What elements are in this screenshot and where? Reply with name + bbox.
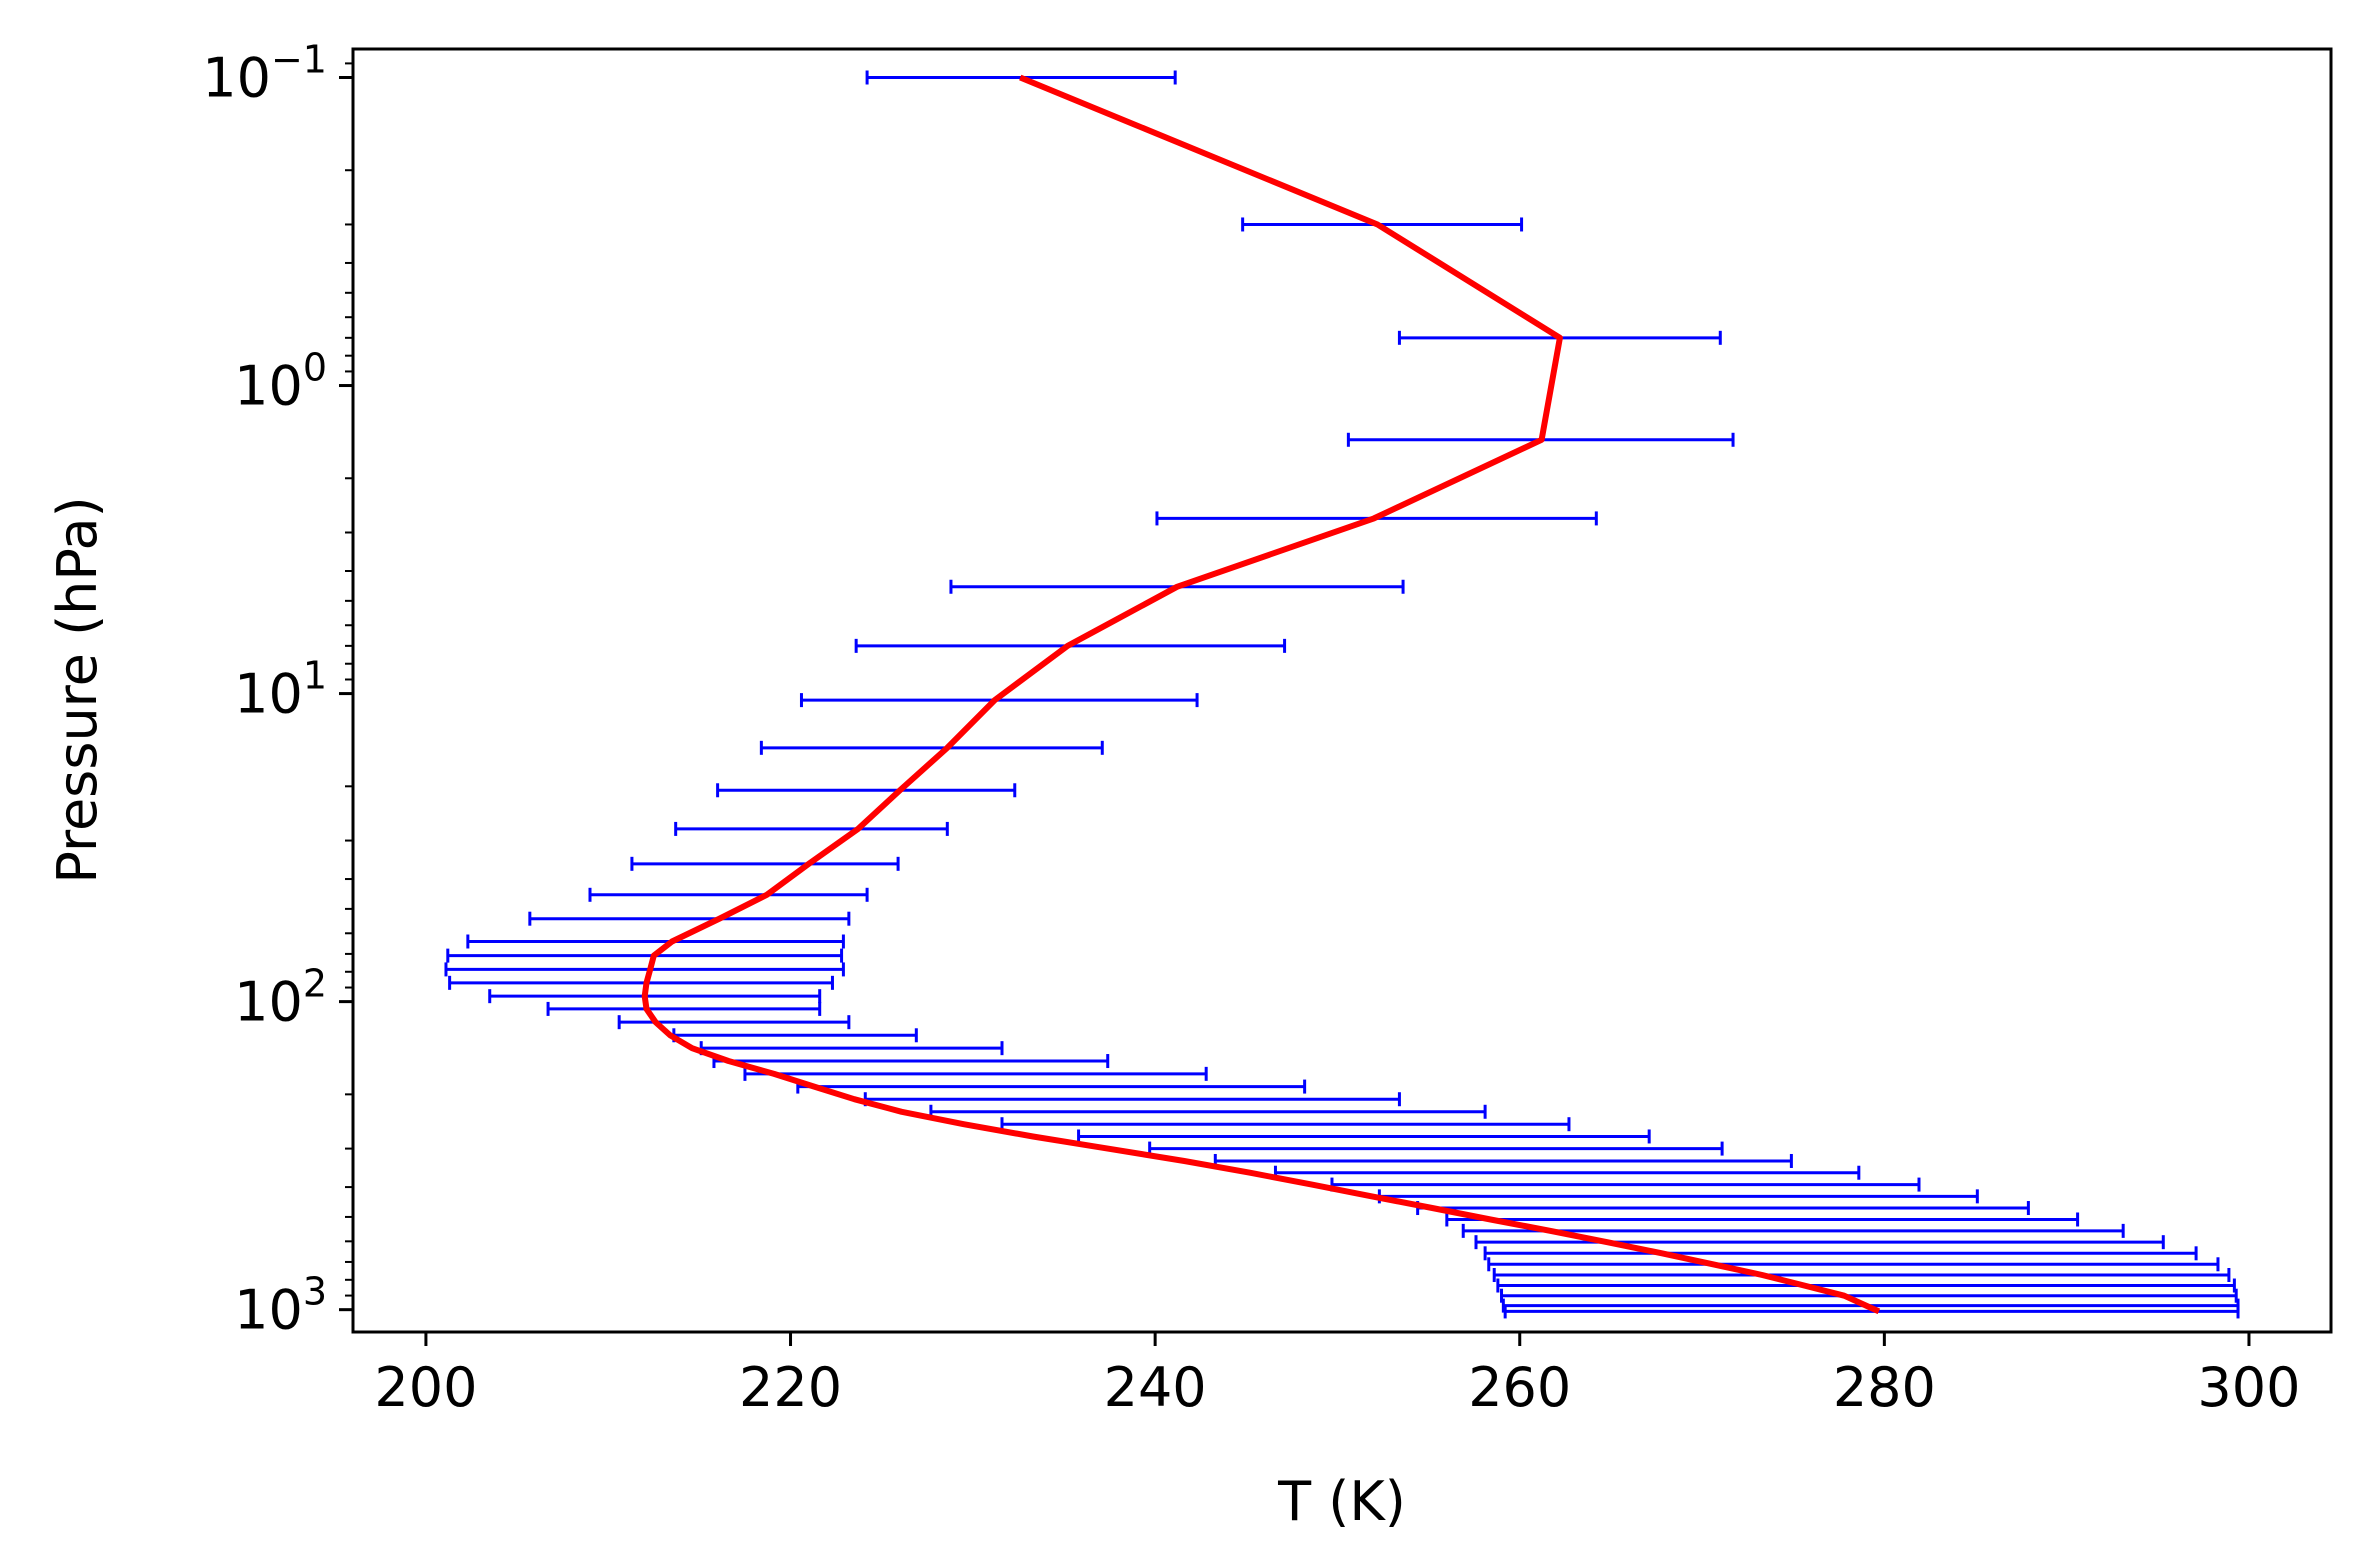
y-tick-exponent: −1 bbox=[271, 37, 327, 81]
x-tick-label-240: 240 bbox=[1104, 1356, 1207, 1419]
y-tick-base: 10 bbox=[234, 971, 303, 1034]
y-tick-base: 10 bbox=[234, 663, 303, 726]
y-tick-base: 10 bbox=[234, 1279, 303, 1342]
x-axis-ticks: 200 220 240 260 280 300 bbox=[374, 1332, 2301, 1419]
y-tick-base: 10 bbox=[234, 355, 303, 418]
plot-frame bbox=[351, 47, 2333, 1334]
y-tick-label-3: 103 bbox=[234, 1270, 327, 1342]
y-tick-label-2: 102 bbox=[234, 962, 327, 1034]
x-axis-label: T (K) bbox=[1277, 1470, 1406, 1533]
x-tick-label-260: 260 bbox=[1468, 1356, 1571, 1419]
profile-layer bbox=[641, 74, 1881, 1315]
y-tick-label-1: 101 bbox=[234, 654, 327, 726]
y-tick-exponent: 0 bbox=[303, 346, 327, 390]
x-tick-label-280: 280 bbox=[1833, 1356, 1936, 1419]
y-tick-label--1: 10−1 bbox=[202, 37, 327, 109]
x-tick-label-220: 220 bbox=[739, 1356, 842, 1419]
y-tick-exponent: 2 bbox=[303, 962, 327, 1006]
y-tick-exponent: 1 bbox=[303, 654, 327, 698]
y-tick-label-0: 100 bbox=[234, 346, 327, 418]
x-tick-label-200: 200 bbox=[374, 1356, 477, 1419]
temperature-profile-line bbox=[641, 74, 1881, 1315]
x-tick-label-300: 300 bbox=[2197, 1356, 2300, 1419]
y-axis-label: Pressure (hPa) bbox=[46, 496, 109, 883]
y-tick-base: 10 bbox=[202, 46, 271, 109]
y-tick-exponent: 3 bbox=[303, 1270, 327, 1314]
